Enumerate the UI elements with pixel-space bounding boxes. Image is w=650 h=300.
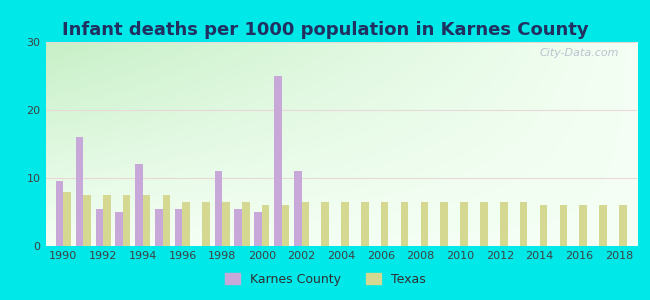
- Bar: [520, 202, 527, 246]
- Bar: [162, 195, 170, 246]
- Bar: [341, 202, 349, 246]
- Bar: [103, 195, 111, 246]
- Bar: [235, 208, 242, 246]
- Bar: [321, 202, 329, 246]
- Bar: [175, 208, 183, 246]
- Bar: [599, 205, 607, 246]
- Bar: [540, 205, 547, 246]
- Bar: [214, 171, 222, 246]
- Bar: [183, 202, 190, 246]
- Bar: [262, 205, 269, 246]
- Bar: [302, 202, 309, 246]
- Bar: [401, 202, 408, 246]
- Bar: [96, 208, 103, 246]
- Bar: [480, 202, 488, 246]
- Bar: [460, 202, 468, 246]
- Bar: [500, 202, 508, 246]
- Bar: [202, 202, 210, 246]
- Bar: [63, 192, 71, 246]
- Bar: [421, 202, 428, 246]
- Bar: [361, 202, 369, 246]
- Bar: [123, 195, 131, 246]
- Bar: [441, 202, 448, 246]
- Bar: [83, 195, 91, 246]
- Text: City-Data.com: City-Data.com: [540, 48, 619, 58]
- Bar: [381, 202, 389, 246]
- Bar: [222, 202, 229, 246]
- Bar: [274, 76, 281, 246]
- Bar: [254, 212, 262, 246]
- Bar: [242, 202, 250, 246]
- Bar: [155, 208, 162, 246]
- Bar: [115, 212, 123, 246]
- Bar: [294, 171, 302, 246]
- Bar: [579, 205, 587, 246]
- Text: Infant deaths per 1000 population in Karnes County: Infant deaths per 1000 population in Kar…: [62, 21, 588, 39]
- Bar: [619, 205, 627, 246]
- Bar: [75, 137, 83, 246]
- Legend: Karnes County, Texas: Karnes County, Texas: [220, 268, 430, 291]
- Bar: [281, 205, 289, 246]
- Bar: [143, 195, 150, 246]
- Bar: [135, 164, 143, 246]
- Bar: [560, 205, 567, 246]
- Bar: [56, 182, 63, 246]
